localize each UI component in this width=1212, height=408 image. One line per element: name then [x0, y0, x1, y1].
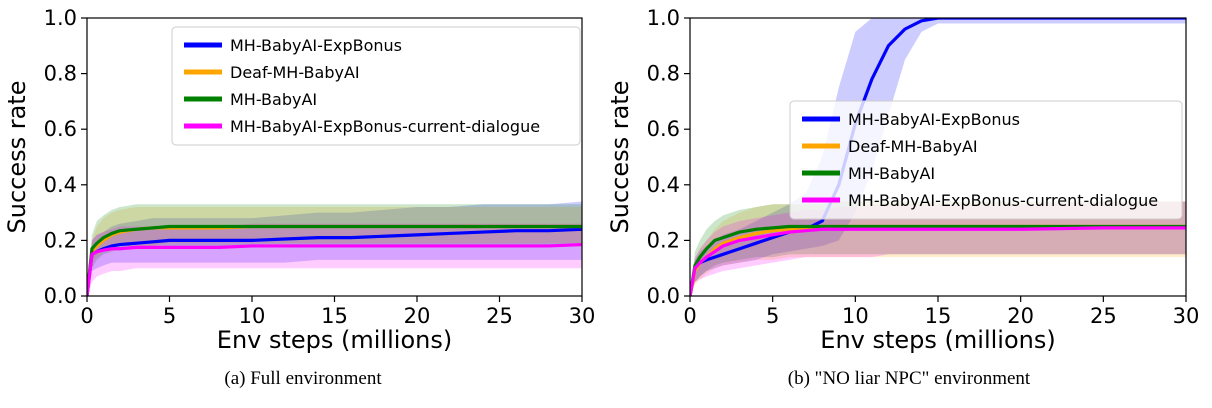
legend-label-mh-babyai-expbonus: MH-BabyAI-ExpBonus: [848, 110, 1020, 129]
y-tick-label: 0.0: [44, 284, 77, 308]
caption-right: (b) "NO liar NPC" environment: [787, 368, 1031, 389]
y-tick-label: 1.0: [44, 6, 77, 30]
caption-left: (a) Full environment: [224, 368, 382, 389]
x-tick-label: 15: [321, 304, 348, 328]
series-line-mh-babyai-expbonus: [87, 227, 582, 296]
x-axis-label: Env steps (millions): [217, 326, 452, 354]
x-tick-label: 20: [1007, 304, 1034, 328]
x-tick-label: 0: [683, 304, 696, 328]
series-line-mh-babyai: [87, 224, 582, 296]
legend: MH-BabyAI-ExpBonus Deaf-MH-BabyAI MH-BabyA…: [789, 100, 1183, 220]
legend: MH-BabyAI-ExpBonus Deaf-MH-BabyAI MH-BabyA…: [171, 26, 581, 146]
chart-panel-2: 0 5 10 15 20 25 30 0.0 0.2 0.4 0.6 0.8 1.0 Env steps …: [606, 6, 1199, 354]
x-tick-label: 5: [766, 304, 779, 328]
x-tick-label: 0: [80, 304, 93, 328]
series-line-mh-babyai-expbonus-current-dialogue: [690, 226, 1186, 296]
x-tick-label: 25: [1090, 304, 1117, 328]
legend-label-mh-babyai-expbonus: MH-BabyAI-ExpBonus: [230, 36, 402, 55]
y-tick-label: 0.4: [44, 173, 77, 197]
x-tick-label: 5: [163, 304, 176, 328]
legend-label-mh-babyai: MH-BabyAI: [848, 164, 935, 183]
x-tick-label: 20: [404, 304, 431, 328]
series-line-mh-babyai: [690, 224, 1186, 296]
legend-label-deaf-mh-babyai: Deaf-MH-BabyAI: [230, 63, 360, 82]
chart-panel-1: 0 5 10 15 20 25 30 0.0 0.2 0.4 0.6 0.8 1.0 Env steps …: [3, 6, 595, 354]
y-tick-label: 0.6: [44, 117, 77, 141]
x-tick-label: 30: [1173, 304, 1200, 328]
y-tick-label: 0.0: [647, 284, 680, 308]
x-tick-label: 10: [239, 304, 266, 328]
y-tick-label: 0.2: [44, 228, 77, 252]
x-tick-label: 30: [569, 304, 596, 328]
x-tick-label: 25: [486, 304, 513, 328]
y-tick-label: 0.6: [647, 117, 680, 141]
y-tick-label: 0.8: [44, 62, 77, 86]
x-tick-label: 15: [925, 304, 952, 328]
x-axis-label: Env steps (millions): [820, 326, 1055, 354]
y-axis-label: Success rate: [3, 81, 31, 234]
y-axis-label: Success rate: [606, 81, 634, 234]
y-tick-label: 0.8: [647, 62, 680, 86]
x-tick-label: 10: [842, 304, 869, 328]
band-mh-babyai-expbonus-current-dialogue: [87, 223, 582, 296]
y-tick-label: 1.0: [647, 6, 680, 30]
legend-box: [171, 26, 581, 146]
legend-label-mh-babyai: MH-BabyAI: [230, 90, 317, 109]
y-tick-label: 0.2: [647, 228, 680, 252]
series-line-mh-babyai-expbonus: [690, 18, 1186, 296]
y-tick-label: 0.4: [647, 173, 680, 197]
legend-box: [789, 100, 1183, 220]
legend-label-mh-babyai-expbonus-current-dialogue: MH-BabyAI-ExpBonus-current-dialogue: [230, 117, 540, 136]
legend-label-deaf-mh-babyai: Deaf-MH-BabyAI: [848, 137, 978, 156]
series-line-mh-babyai-expbonus-current-dialogue: [87, 242, 582, 296]
legend-label-mh-babyai-expbonus-current-dialogue: MH-BabyAI-ExpBonus-current-dialogue: [848, 191, 1158, 210]
